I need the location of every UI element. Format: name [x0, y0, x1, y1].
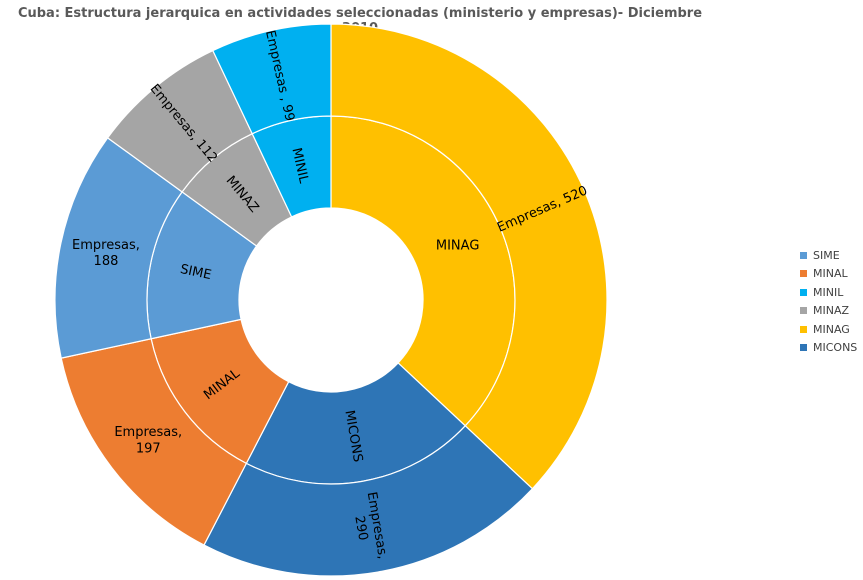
outer-segment-minag: [330, 23, 608, 490]
legend-item-micons: MICONS: [800, 339, 857, 358]
legend-swatch: [800, 325, 807, 333]
legend-swatch: [800, 307, 807, 315]
legend-item-minal: MINAL: [800, 265, 857, 284]
legend-label: MINAG: [813, 322, 850, 336]
legend-label: SIME: [813, 248, 840, 262]
legend-swatch: [800, 288, 807, 296]
inner-label-minag: MINAG: [436, 239, 480, 254]
legend-item-minaz: MINAZ: [800, 302, 857, 321]
outer-label-sime: Empresas, 188: [72, 238, 140, 269]
legend-label: MINAL: [813, 267, 848, 281]
legend-item-minil: MINIL: [800, 283, 857, 302]
chart-legend: SIME MINAL MINIL MINAZ MINAG MICONS: [800, 246, 857, 357]
outer-label-minal: Empresas, 197: [114, 425, 182, 456]
legend-label: MINIL: [813, 285, 844, 299]
legend-swatch: [800, 344, 807, 352]
legend-item-sime: SIME: [800, 246, 857, 265]
legend-swatch: [800, 270, 807, 278]
legend-label: MICONS: [813, 341, 858, 355]
inner-label-sime: SIME: [179, 262, 213, 283]
legend-label: MINAZ: [813, 304, 850, 318]
legend-item-minag: MINAG: [800, 320, 857, 339]
legend-swatch: [800, 251, 807, 259]
outer-segment-minil: [212, 23, 332, 135]
